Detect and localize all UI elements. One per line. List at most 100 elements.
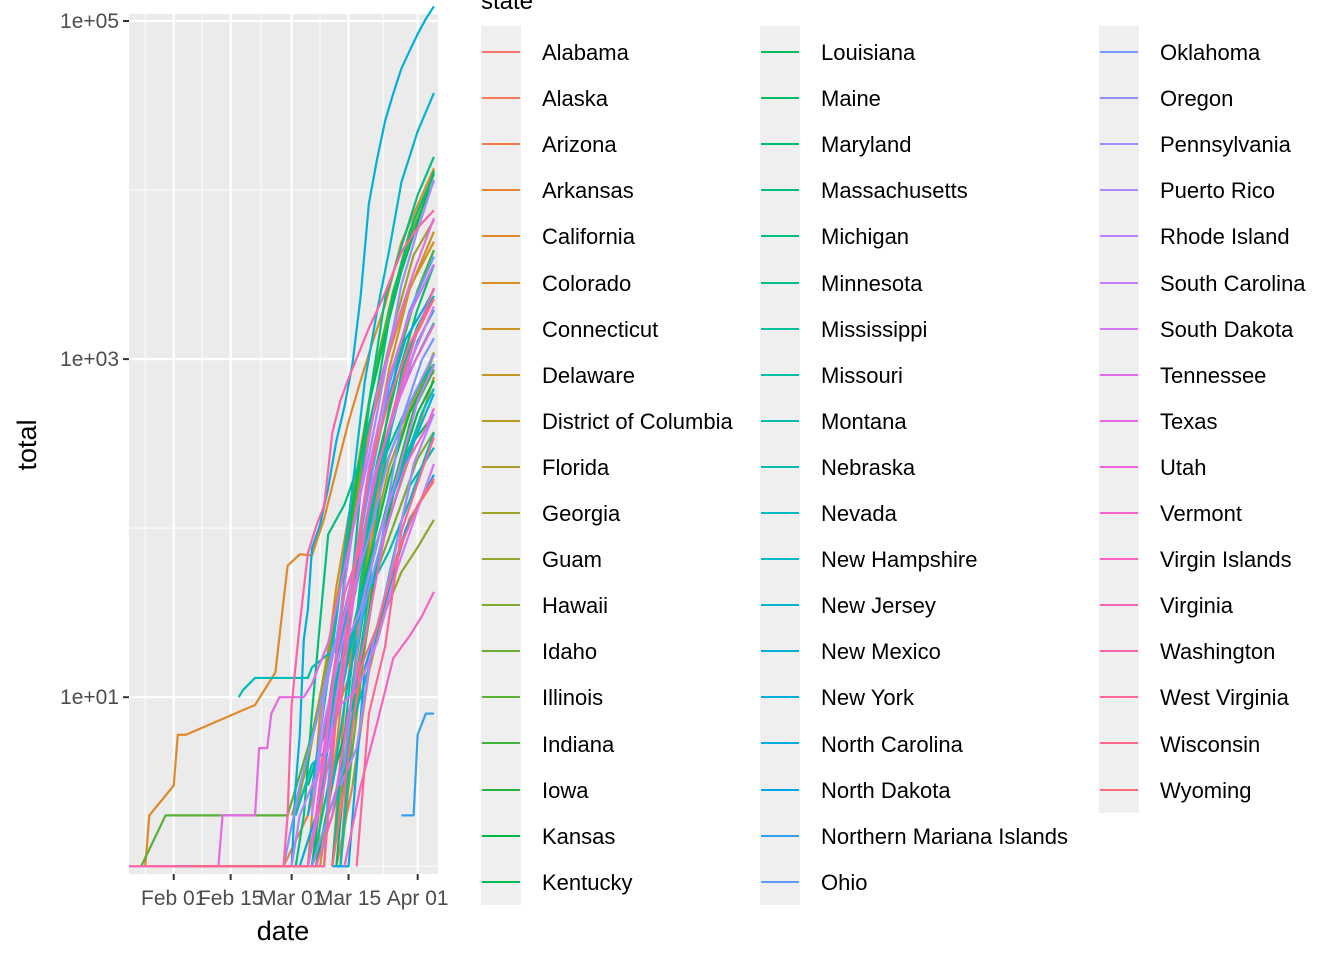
- series-line-new-york: [290, 5, 435, 867]
- legend-label: Massachusetts: [821, 178, 968, 204]
- legend-label: Hawaii: [542, 593, 609, 619]
- legend-item: [760, 306, 800, 352]
- legend-item: [760, 813, 800, 859]
- legend-item: [481, 121, 521, 167]
- legend-item: [481, 259, 521, 305]
- legend-label: South Carolina: [1160, 270, 1306, 296]
- series-line-tennessee: [306, 263, 435, 867]
- legend-key-swatch: [481, 720, 521, 766]
- legend-item: [760, 674, 800, 720]
- legend-key-swatch: [481, 398, 521, 444]
- legend-column: [760, 26, 800, 905]
- legend-label: Illinois: [542, 685, 604, 711]
- series-line-massachusetts: [173, 173, 435, 868]
- legend-label: Washington: [1160, 639, 1276, 665]
- legend-key-swatch: [481, 352, 521, 398]
- legend-key-swatch: [481, 536, 521, 582]
- legend-item: [760, 259, 800, 305]
- legend-key-swatch: [481, 490, 521, 536]
- legend-label: Northern Mariana Islands: [821, 823, 1069, 849]
- legend-item: [760, 582, 800, 628]
- legend-label: North Dakota: [821, 777, 951, 803]
- legend-key-swatch: [481, 628, 521, 674]
- legend-item: [481, 213, 521, 259]
- legend-item: [481, 490, 521, 536]
- legend-item: [760, 720, 800, 766]
- legend-item: [760, 859, 800, 905]
- legend-label: New Jersey: [821, 593, 936, 619]
- series-line-washington: [129, 209, 435, 868]
- legend-column: [481, 26, 521, 905]
- legend-item: [1099, 29, 1139, 75]
- legend-item: [1099, 536, 1139, 582]
- legend-label: Kansas: [542, 823, 616, 849]
- legend-label: Louisiana: [821, 40, 916, 65]
- legend-label: Iowa: [542, 777, 589, 803]
- legend-key-swatch: [1099, 398, 1139, 444]
- x-tick-label: Apr 01: [387, 887, 449, 910]
- legend-item: [481, 674, 521, 720]
- legend-item: [1099, 306, 1139, 352]
- legend-item: [760, 767, 800, 813]
- legend-key-swatch: [760, 352, 800, 398]
- legend-label: Vermont: [1160, 501, 1242, 526]
- legend-key-swatch: [760, 720, 800, 766]
- series-line-pennsylvania: [310, 179, 435, 816]
- legend-item: [481, 167, 521, 213]
- legend-label: Puerto Rico: [1160, 178, 1275, 204]
- legend-item: [481, 444, 521, 490]
- y-tick-label: 1e+01: [60, 686, 119, 709]
- legend-item: [1099, 213, 1139, 259]
- legend-item: [760, 628, 800, 674]
- legend-item: [1099, 490, 1139, 536]
- legend-item: [1099, 444, 1139, 490]
- legend-item: [481, 813, 521, 859]
- legend-label: Texas: [1160, 408, 1218, 434]
- legend-key-swatch: [760, 628, 800, 674]
- legend-key-swatch: [760, 167, 800, 213]
- legend-item: [1099, 121, 1139, 167]
- series-line-oregon: [282, 353, 435, 867]
- legend-key-swatch: [760, 536, 800, 582]
- legend-label: California: [542, 224, 635, 250]
- legend-label: Montana: [821, 408, 907, 434]
- legend-key-swatch: [1099, 720, 1139, 766]
- legend-key-swatch: [1099, 260, 1139, 306]
- legend-item: [481, 859, 521, 905]
- legend-item: [1099, 674, 1139, 720]
- legend-key-swatch: [760, 75, 800, 121]
- legend-key-swatch: [1099, 536, 1139, 582]
- legend-key-swatch: [481, 444, 521, 490]
- legend-label: Colorado: [542, 270, 632, 296]
- legend-label: Oregon: [1160, 86, 1234, 112]
- series-line-west-virginia: [355, 436, 435, 867]
- legend-key-swatch: [760, 398, 800, 444]
- legend-key-swatch: [760, 444, 800, 490]
- legend-label: Guam: [542, 547, 602, 573]
- series-line-rhode-island: [290, 364, 435, 867]
- series-line-virgin-islands: [343, 591, 435, 867]
- legend-key-swatch: [760, 859, 800, 905]
- legend-item: [481, 306, 521, 352]
- legend-label: Idaho: [542, 639, 598, 665]
- legend-label: Wyoming: [1160, 777, 1252, 803]
- legend-item: [760, 352, 800, 398]
- y-axis-title: total: [12, 419, 42, 470]
- legend-key-swatch: [1099, 582, 1139, 628]
- legend-item: [1099, 75, 1139, 121]
- legend-key-swatch: [1099, 121, 1139, 167]
- legend-key-swatch: [481, 213, 521, 259]
- legend-key-swatch: [1099, 167, 1139, 213]
- legend-label: Maryland: [821, 132, 912, 158]
- legend-column: [1099, 26, 1139, 813]
- legend-key-swatch: [760, 674, 800, 720]
- legend-key-swatch: [760, 260, 800, 306]
- legend-key-swatch: [760, 582, 800, 628]
- legend-label: Virgin Islands: [1160, 547, 1292, 573]
- legend-key-swatch: [1099, 674, 1139, 720]
- legend-label: Indiana: [542, 731, 615, 757]
- x-tick-label: Feb 01: [141, 887, 206, 910]
- series-line-wyoming: [331, 477, 435, 867]
